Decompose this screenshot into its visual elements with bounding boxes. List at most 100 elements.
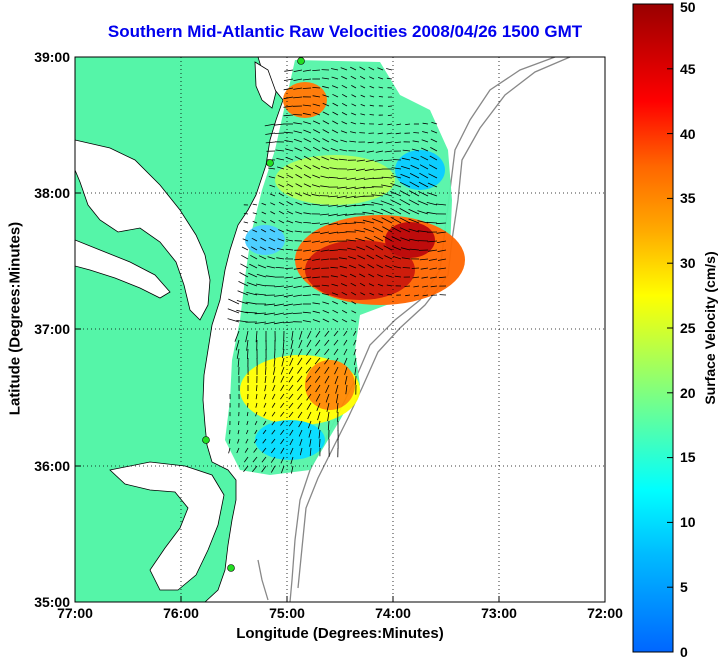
colorbar-tick-label: 15	[680, 449, 696, 465]
velocity-arrow	[345, 186, 357, 190]
velocity-arrow	[280, 384, 285, 392]
velocity-arrow	[378, 86, 384, 89]
velocity-arrow	[303, 164, 312, 170]
velocity-arrow	[363, 228, 375, 233]
velocity-arrow	[350, 121, 357, 125]
velocity-arrow	[252, 456, 258, 463]
velocity-arrow	[438, 276, 447, 279]
velocity-arrow	[381, 184, 393, 188]
velocity-arrow	[270, 220, 276, 224]
velocity-arrow	[264, 312, 276, 316]
velocity-arrow	[263, 420, 267, 426]
velocity-arrow	[401, 257, 411, 260]
velocity-arrow	[356, 159, 366, 162]
velocity-arrow	[332, 93, 339, 98]
velocity-arrow	[419, 164, 429, 170]
velocity-arrow	[286, 183, 294, 188]
velocity-arrow	[302, 285, 312, 288]
velocity-arrow	[418, 181, 429, 188]
velocity-arrow	[287, 210, 294, 215]
velocity-arrow	[353, 339, 357, 346]
velocity-arrow	[351, 85, 357, 89]
velocity-arrow	[274, 132, 285, 134]
velocity-arrow	[428, 249, 438, 252]
velocity-arrow	[345, 384, 348, 395]
velocity-arrow	[341, 300, 348, 305]
velocity-arrow	[410, 164, 420, 170]
velocity-arrow	[254, 420, 258, 426]
velocity-arrow	[264, 375, 267, 384]
velocity-arrow	[228, 298, 240, 305]
velocity-arrow	[400, 173, 411, 179]
velocity-arrow	[264, 303, 276, 306]
velocity-arrow	[314, 366, 321, 374]
velocity-arrow	[359, 282, 366, 287]
velocity-arrow	[264, 384, 267, 392]
velocity-arrow	[366, 150, 375, 153]
velocity-arrow	[283, 312, 294, 315]
velocity-arrow	[322, 318, 330, 323]
velocity-arrow	[251, 237, 258, 242]
velocity-arrow	[236, 320, 249, 323]
velocity-arrow	[311, 249, 321, 252]
velocity-arrow	[234, 330, 240, 342]
velocity-arrow	[360, 94, 366, 98]
velocity-arrow	[298, 339, 303, 349]
velocity-arrow	[303, 193, 312, 197]
velocity-arrow	[280, 456, 285, 464]
velocity-arrow	[312, 174, 321, 179]
velocity-arrow	[295, 211, 303, 215]
velocity-arrow	[376, 141, 384, 144]
velocity-arrow	[246, 291, 258, 296]
velocity-arrow	[335, 393, 339, 404]
velocity-arrow	[243, 456, 249, 463]
velocity-arrow	[399, 198, 411, 206]
velocity-arrow	[427, 192, 438, 197]
velocity-arrow	[399, 227, 411, 233]
colorbar-label: Surface Velocity (cm/s)	[702, 251, 718, 405]
velocity-arrow	[312, 258, 321, 261]
velocity-arrow	[320, 175, 330, 179]
velocity-arrow	[419, 172, 429, 179]
velocity-arrow	[280, 420, 285, 426]
velocity-arrow	[366, 254, 375, 260]
velocity-arrow	[341, 84, 348, 89]
colorbar-tick-marks	[667, 3, 673, 653]
velocity-arrow	[324, 330, 330, 337]
velocity-arrow	[430, 276, 438, 279]
velocity-arrow	[330, 275, 339, 278]
velocity-arrow	[355, 168, 366, 172]
velocity-arrow	[238, 420, 240, 426]
velocity-arrow	[268, 167, 276, 170]
velocity-arrow	[305, 375, 312, 383]
velocity-arrow	[341, 102, 348, 107]
velocity-arrow	[283, 294, 294, 298]
velocity-arrow	[421, 139, 429, 143]
velocity-arrow	[246, 411, 249, 417]
velocity-arrow	[295, 164, 303, 170]
velocity-arrow	[265, 366, 267, 375]
velocity-arrow	[369, 292, 375, 296]
velocity-arrow	[282, 348, 285, 359]
velocity-arrow	[236, 348, 240, 359]
velocity-arrow	[306, 339, 312, 348]
velocity-arrow	[340, 139, 348, 143]
velocity-arrow	[331, 292, 339, 296]
velocity-arrow	[269, 228, 276, 233]
velocity-arrow	[239, 272, 249, 278]
velocity-arrow	[245, 330, 249, 343]
station-marker	[297, 57, 305, 65]
velocity-arrow	[246, 420, 249, 426]
velocity-arrow	[253, 447, 258, 453]
velocity-arrow	[276, 166, 285, 170]
velocity-arrow	[436, 203, 447, 206]
velocity-arrow	[312, 267, 321, 270]
velocity-arrow	[362, 219, 375, 224]
velocity-arrow	[312, 319, 321, 323]
velocity-arrow	[430, 130, 438, 134]
velocity-arrow	[315, 339, 321, 347]
velocity-arrow	[293, 78, 303, 81]
velocity-arrow	[302, 276, 312, 279]
velocity-arrow	[418, 190, 429, 197]
velocity-arrow	[227, 318, 240, 323]
